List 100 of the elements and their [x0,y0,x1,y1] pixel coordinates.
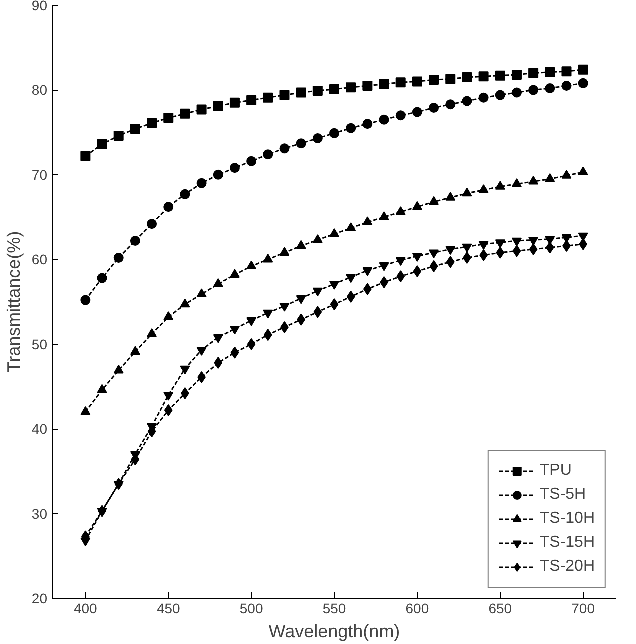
point [528,85,539,96]
point [180,366,190,375]
point [478,72,489,82]
y-axis-title: Transmittance(%) [4,231,24,373]
legend-label: TS-20H [540,558,595,576]
point [296,88,306,98]
point [578,64,588,75]
point [462,72,472,83]
point [296,296,306,304]
point [379,212,390,220]
x-tick-label: 550 [322,600,346,616]
point [164,392,174,401]
point [246,260,257,270]
point [412,201,422,210]
point [412,253,422,262]
point [446,192,456,201]
legend-label: TPU [540,462,572,480]
point [512,178,522,188]
point [330,128,340,138]
point [396,206,406,216]
x-tick-label: 500 [240,600,264,616]
point [164,202,174,212]
point [280,90,290,100]
point [263,254,274,263]
point [495,90,506,100]
point [446,74,456,84]
point [446,100,456,110]
point [230,163,240,174]
point [478,241,489,250]
point [130,124,140,134]
point [230,346,240,359]
point [196,178,207,188]
y-tick-label: 30 [32,506,48,522]
point [264,329,272,342]
point [478,92,489,103]
point [446,246,456,256]
legend-label: TS-15H [540,534,595,552]
point [147,118,158,128]
point [213,101,224,112]
point [562,80,572,91]
y-tick-label: 80 [32,82,48,98]
point [280,247,290,256]
point [528,68,539,78]
point [528,176,539,185]
point [180,298,190,308]
x-tick-label: 400 [74,600,98,616]
y-tick-label: 20 [32,590,48,606]
point [164,312,174,320]
point [346,123,356,134]
y-tick-label: 60 [32,252,48,268]
point [147,219,158,230]
point [330,228,340,238]
point [196,104,207,115]
point [396,270,406,283]
x-tick-label: 450 [156,600,181,616]
y-tick-label: 70 [32,166,48,183]
point [462,244,472,253]
point [330,298,339,311]
point [462,188,472,197]
point [429,196,440,206]
point [246,156,257,166]
point [545,84,556,94]
point [312,234,323,244]
point [196,347,207,356]
legend-label: TS-5H [540,486,586,504]
legend-label: TS-10H [540,510,595,528]
point [346,274,356,284]
point [114,478,124,490]
point [330,281,340,290]
point [114,130,124,141]
point [346,222,356,232]
y-tick-label: 40 [32,421,48,438]
point [263,310,274,319]
point [130,346,140,356]
point [114,252,124,263]
point [97,273,108,284]
point [296,138,306,149]
point [213,334,224,344]
point [495,240,506,248]
point [230,98,240,108]
point [462,96,472,106]
point [330,84,340,94]
point [396,257,406,266]
point [312,288,323,297]
point [246,95,257,106]
point [396,78,406,88]
point [312,86,323,96]
point [529,243,538,256]
point [512,245,522,258]
y-tick-label: 50 [32,336,48,352]
x-tick-label: 700 [572,600,596,616]
point [346,82,356,93]
point [130,236,140,246]
point [413,266,422,278]
point [429,250,440,259]
point [429,75,440,86]
point [312,134,323,144]
point [280,303,290,312]
point [412,107,422,118]
point [346,290,356,303]
